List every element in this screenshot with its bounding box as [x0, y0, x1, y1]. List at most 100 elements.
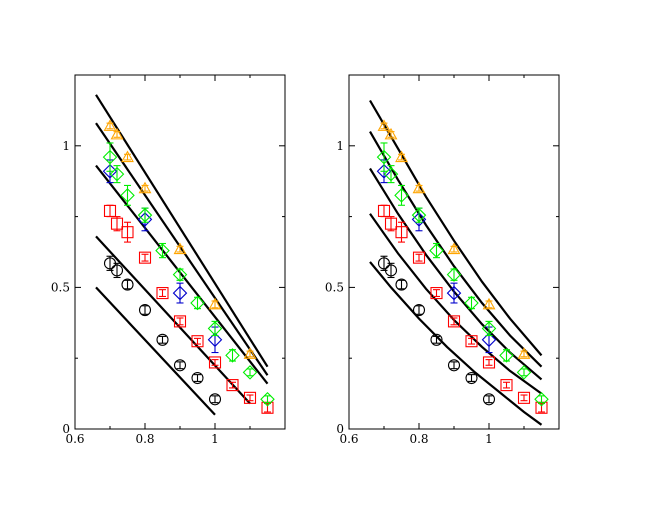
data-point — [465, 335, 478, 348]
data-point — [517, 391, 531, 404]
data-point — [446, 267, 462, 282]
x-tick-label: 1 — [485, 432, 493, 446]
data-point — [260, 391, 275, 407]
data-point — [384, 127, 398, 140]
y-tick-label: 1 — [62, 139, 70, 153]
data-point — [109, 166, 125, 182]
x-tick-label: 0.6 — [65, 432, 84, 446]
plot-area — [95, 94, 275, 416]
data-point — [156, 287, 169, 300]
data-point — [172, 267, 188, 282]
fit-curve — [369, 213, 543, 395]
fit-curve — [95, 286, 216, 416]
data-point — [395, 278, 408, 291]
fit-curve — [95, 94, 269, 368]
data-point — [429, 243, 444, 258]
data-point — [226, 379, 239, 392]
triangle-series — [377, 119, 531, 359]
data-point — [138, 181, 152, 194]
data-point — [465, 371, 478, 385]
x-tick-label: 1 — [211, 432, 219, 446]
square-series — [377, 204, 548, 414]
x-tick-label: 0.8 — [135, 432, 154, 446]
data-point — [173, 315, 187, 328]
data-point — [394, 188, 409, 203]
blue-diamond-series — [376, 159, 497, 354]
data-point — [207, 321, 223, 336]
data-point — [137, 207, 153, 223]
data-point — [500, 379, 513, 392]
data-point — [464, 295, 479, 311]
data-point — [120, 188, 135, 203]
x-tick-label: 0.8 — [409, 432, 428, 446]
data-point — [156, 333, 169, 346]
fit-curve — [369, 99, 543, 357]
data-point — [412, 304, 426, 317]
fit-curve — [95, 235, 251, 405]
data-point — [377, 204, 391, 217]
data-point — [208, 297, 222, 310]
data-point — [208, 356, 222, 369]
data-point — [173, 359, 187, 372]
fit-curve — [95, 164, 269, 385]
green-diamond-series — [376, 142, 549, 407]
data-point — [376, 164, 392, 179]
square-series — [103, 204, 274, 414]
data-point — [138, 251, 152, 264]
data-point — [121, 226, 134, 239]
data-point — [517, 347, 531, 359]
data-point — [395, 150, 408, 163]
data-point — [376, 149, 392, 165]
data-point — [138, 304, 152, 317]
data-point — [447, 315, 461, 328]
data-point — [377, 119, 391, 131]
data-point — [190, 295, 205, 311]
data-point — [516, 365, 532, 380]
data-point — [534, 391, 549, 407]
data-point — [499, 348, 514, 363]
data-point — [482, 393, 496, 406]
data-point — [430, 287, 443, 300]
data-point — [383, 166, 399, 182]
fit-curve — [369, 261, 543, 426]
plot-area — [369, 99, 549, 426]
y-tick-label: 0.5 — [51, 280, 70, 294]
data-point — [207, 332, 223, 348]
data-point — [103, 204, 117, 217]
triangle-series — [103, 119, 257, 359]
data-point — [103, 119, 117, 131]
data-point — [482, 356, 496, 369]
data-point — [121, 150, 134, 163]
data-point — [110, 217, 124, 230]
data-point — [243, 391, 257, 404]
data-point — [430, 333, 443, 346]
data-point — [412, 251, 426, 264]
data-point — [412, 181, 426, 194]
data-point — [411, 207, 427, 223]
data-point — [482, 297, 496, 310]
data-point — [447, 242, 461, 255]
green-diamond-series — [102, 142, 275, 407]
data-point — [102, 149, 118, 165]
data-point — [110, 264, 124, 277]
data-point — [481, 332, 497, 348]
data-point — [395, 226, 408, 239]
fit-curve — [95, 122, 269, 376]
data-point — [225, 348, 240, 363]
data-point — [242, 365, 258, 380]
data-point — [191, 371, 204, 385]
y-tick-label: 1 — [336, 139, 344, 153]
data-point — [172, 285, 188, 301]
circle-series — [103, 255, 222, 406]
data-point — [102, 164, 118, 179]
data-point — [173, 242, 187, 255]
data-point — [110, 127, 124, 140]
x-tick-label: 0.6 — [339, 432, 358, 446]
data-point — [446, 285, 462, 301]
data-point — [384, 217, 398, 230]
fit-curve — [369, 131, 543, 368]
y-tick-label: 0.5 — [325, 280, 344, 294]
data-point — [481, 321, 497, 336]
y-tick-label: 0 — [62, 422, 70, 436]
data-point — [121, 278, 134, 291]
